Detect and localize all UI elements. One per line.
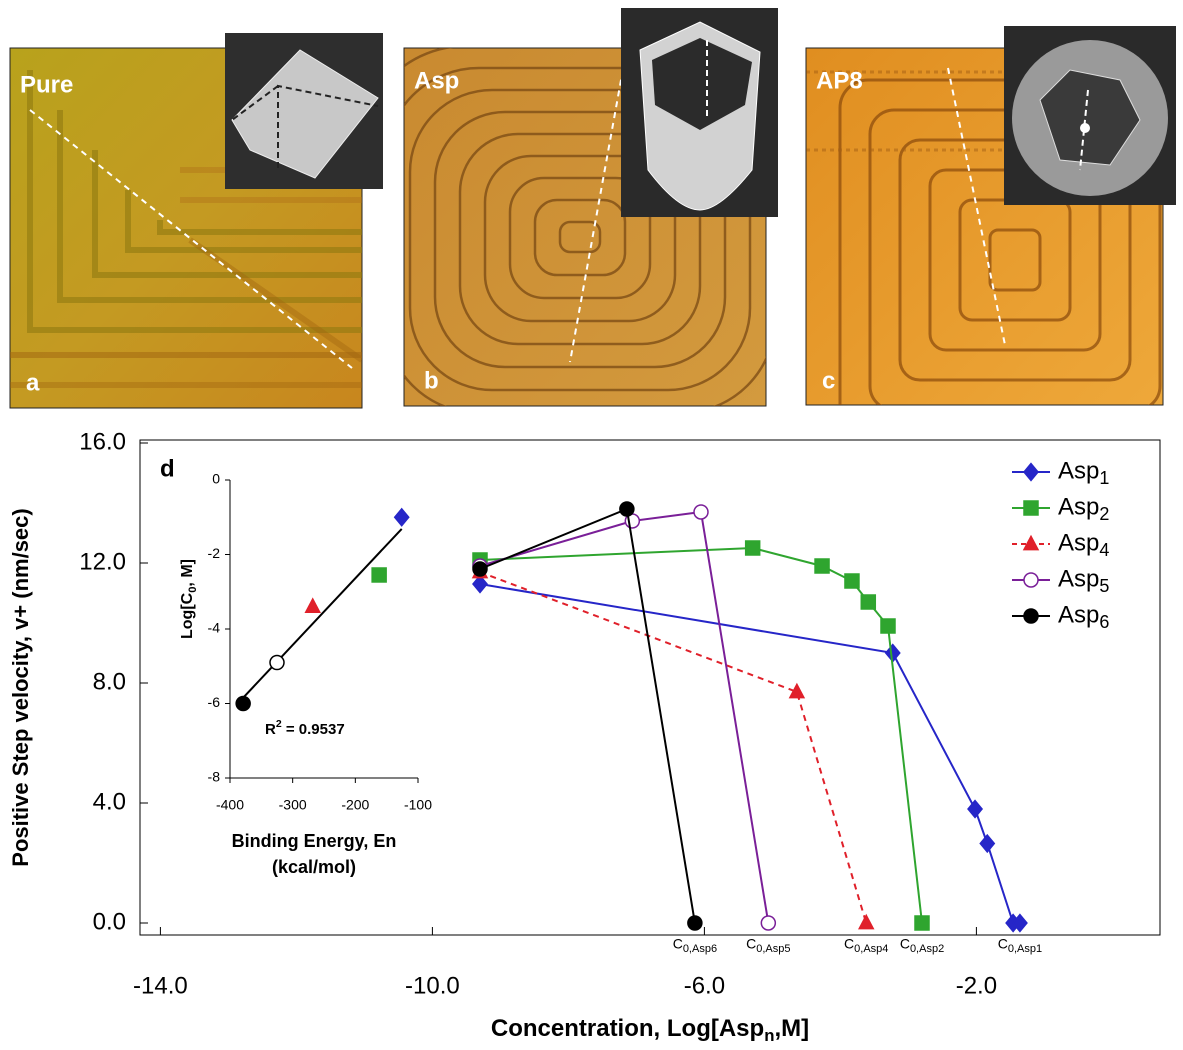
panel-b: Asp b xyxy=(360,8,800,436)
data-point xyxy=(968,801,982,818)
text-part: , M] xyxy=(179,559,196,587)
panel-title: Pure xyxy=(20,71,73,98)
legend-label: Asp5 xyxy=(1058,565,1109,595)
series-line xyxy=(480,512,768,923)
x-tick-label: -200 xyxy=(341,797,369,813)
x-axis-title: (kcal/mol) xyxy=(272,857,356,877)
figure: Pure a Asp b xyxy=(0,0,1183,1050)
data-point xyxy=(915,916,929,930)
legend-marker xyxy=(1024,536,1038,549)
data-point xyxy=(473,562,487,576)
annotation: C0,Asp4 xyxy=(844,936,888,955)
text-part: R xyxy=(265,721,276,738)
series-line xyxy=(480,509,695,923)
text-part: Log[C xyxy=(179,592,196,639)
x-tick-label: -14.0 xyxy=(133,972,188,999)
x-tick-label: -100 xyxy=(404,797,432,813)
y-tick-label: -8 xyxy=(208,769,221,785)
data-point xyxy=(270,656,284,670)
data-point xyxy=(694,505,708,519)
x-axis-title: Concentration, Log[Aspn,M] xyxy=(491,1015,809,1045)
y-tick-label: 8.0 xyxy=(93,668,126,695)
x-tick-label: -400 xyxy=(216,797,244,813)
legend-label: Asp6 xyxy=(1058,601,1109,631)
annotation: C0,Asp2 xyxy=(900,936,944,955)
y-tick-label: 4.0 xyxy=(93,788,126,815)
panel-a: Pure a xyxy=(10,33,383,408)
y-tick-label: -2 xyxy=(208,545,221,561)
y-axis-title: Positive Step velocity, v+ (nm/sec) xyxy=(8,508,33,866)
data-point xyxy=(746,541,760,555)
data-point xyxy=(236,697,250,711)
x-tick-label: -300 xyxy=(279,797,307,813)
annotation: C0,Asp1 xyxy=(998,936,1042,955)
y-axis-title: Log[C0, M] xyxy=(179,559,199,639)
x-tick-label: -6.0 xyxy=(684,972,725,999)
panel-letter: b xyxy=(424,367,439,394)
panel-c: AP8 c xyxy=(806,26,1183,440)
y-tick-label: 0.0 xyxy=(93,908,126,935)
y-tick-label: 0 xyxy=(212,471,220,487)
x-tick-label: -10.0 xyxy=(405,972,460,999)
data-point xyxy=(861,595,875,609)
data-point xyxy=(620,502,634,516)
series-line xyxy=(480,572,866,923)
data-point xyxy=(761,916,775,930)
y-tick-label: 16.0 xyxy=(79,428,126,455)
panel-title: AP8 xyxy=(816,67,863,94)
y-tick-label: -4 xyxy=(208,620,221,636)
panel-letter: a xyxy=(26,369,40,396)
annotation: C0,Asp6 xyxy=(673,936,717,955)
text-part: ,M] xyxy=(774,1015,809,1042)
panel-letter: c xyxy=(822,367,835,394)
text-part: Concentration, Log[Asp xyxy=(491,1015,764,1042)
legend-marker xyxy=(1024,609,1038,623)
data-point xyxy=(980,835,994,852)
legend-marker xyxy=(1024,573,1038,587)
x-tick-label: -2.0 xyxy=(956,972,997,999)
data-point xyxy=(845,574,859,588)
legend-label: Asp1 xyxy=(1058,457,1109,487)
data-point xyxy=(815,559,829,573)
annotation: C0,Asp5 xyxy=(746,936,790,955)
series-line xyxy=(480,548,922,923)
x-axis-title: Binding Energy, En xyxy=(232,831,397,851)
text-part: = 0.9537 xyxy=(282,721,345,738)
legend-label: Asp2 xyxy=(1058,493,1109,523)
legend-marker xyxy=(1024,464,1038,481)
data-point xyxy=(859,915,873,928)
text-part: n xyxy=(764,1027,774,1046)
panel-title: Asp xyxy=(414,67,459,94)
dot xyxy=(1080,123,1090,133)
series-line xyxy=(480,584,1020,923)
y-tick-label: 12.0 xyxy=(79,548,126,575)
data-point xyxy=(881,619,895,633)
panel-letter: d xyxy=(160,455,175,482)
y-tick-label: -6 xyxy=(208,694,221,710)
legend-marker xyxy=(1024,501,1038,515)
legend-label: Asp4 xyxy=(1058,529,1109,559)
data-point xyxy=(372,568,386,582)
data-point xyxy=(688,916,702,930)
